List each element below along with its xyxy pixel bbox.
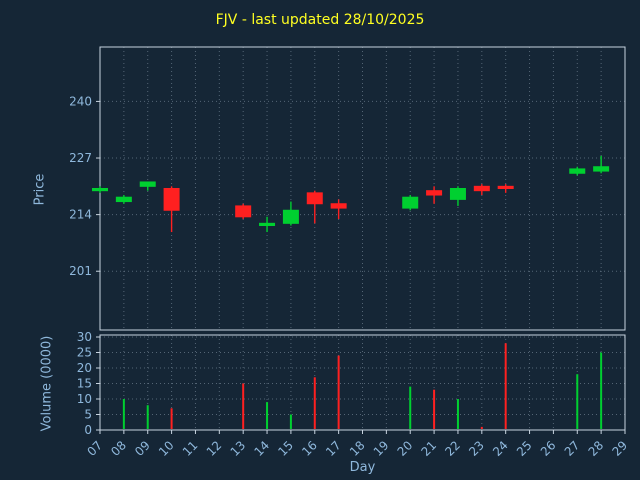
volume-tick-label: 15 (77, 377, 92, 391)
candle-body (92, 188, 108, 192)
price-tick-label: 201 (69, 264, 92, 278)
x-tick-label: 13 (228, 438, 249, 459)
x-tick-label: 10 (156, 438, 177, 459)
x-tick-label: 26 (538, 438, 559, 459)
price-tick-label: 240 (69, 94, 92, 108)
candle-body (402, 196, 419, 209)
volume-tick-label: 0 (84, 423, 92, 437)
volume-tick-label: 25 (77, 346, 92, 360)
price-tick-label: 214 (69, 208, 92, 222)
x-tick-label: 23 (466, 438, 487, 459)
candle-body (426, 190, 443, 196)
x-tick-label: 25 (514, 438, 535, 459)
x-tick-label: 12 (204, 438, 225, 459)
x-tick-label: 15 (275, 438, 296, 459)
candle-body (473, 185, 490, 192)
candle-body (330, 203, 347, 209)
x-tick-label: 11 (180, 438, 201, 459)
candle-body (449, 188, 466, 200)
volume-tick-label: 20 (77, 361, 92, 375)
volume-tick-label: 5 (84, 408, 92, 422)
x-tick-label: 07 (84, 438, 105, 459)
x-tick-label: 16 (299, 438, 320, 459)
x-tick-label: 24 (490, 438, 511, 459)
x-tick-label: 18 (347, 438, 368, 459)
candle-body (235, 205, 252, 218)
x-tick-label: 20 (395, 438, 416, 459)
volume-tick-label: 10 (77, 392, 92, 406)
x-tick-label: 28 (586, 438, 607, 459)
x-axis-label: Day (349, 460, 376, 475)
volume-tick-label: 30 (77, 330, 92, 344)
x-tick-label: 22 (442, 438, 463, 459)
candle-body (163, 188, 180, 211)
candle-body (497, 185, 514, 189)
volume-panel-frame (99, 334, 626, 431)
x-tick-label: 08 (108, 438, 129, 459)
x-tick-label: 14 (251, 438, 272, 459)
candle-body (139, 181, 156, 187)
candle-body (282, 209, 299, 224)
candle-body (115, 196, 132, 203)
x-tick-label: 19 (371, 438, 392, 459)
x-tick-label: 27 (562, 438, 583, 459)
x-tick-label: 21 (419, 438, 440, 459)
candle-body (593, 166, 610, 172)
chart-title: FJV - last updated 28/10/2025 (215, 12, 425, 28)
candle-body (569, 168, 586, 174)
candle-body (259, 222, 276, 227)
x-tick-label: 09 (132, 438, 153, 459)
x-tick-label: 29 (609, 438, 630, 459)
x-tick-label: 17 (323, 438, 344, 459)
candle-body (306, 192, 323, 205)
price-tick-label: 227 (69, 151, 92, 165)
